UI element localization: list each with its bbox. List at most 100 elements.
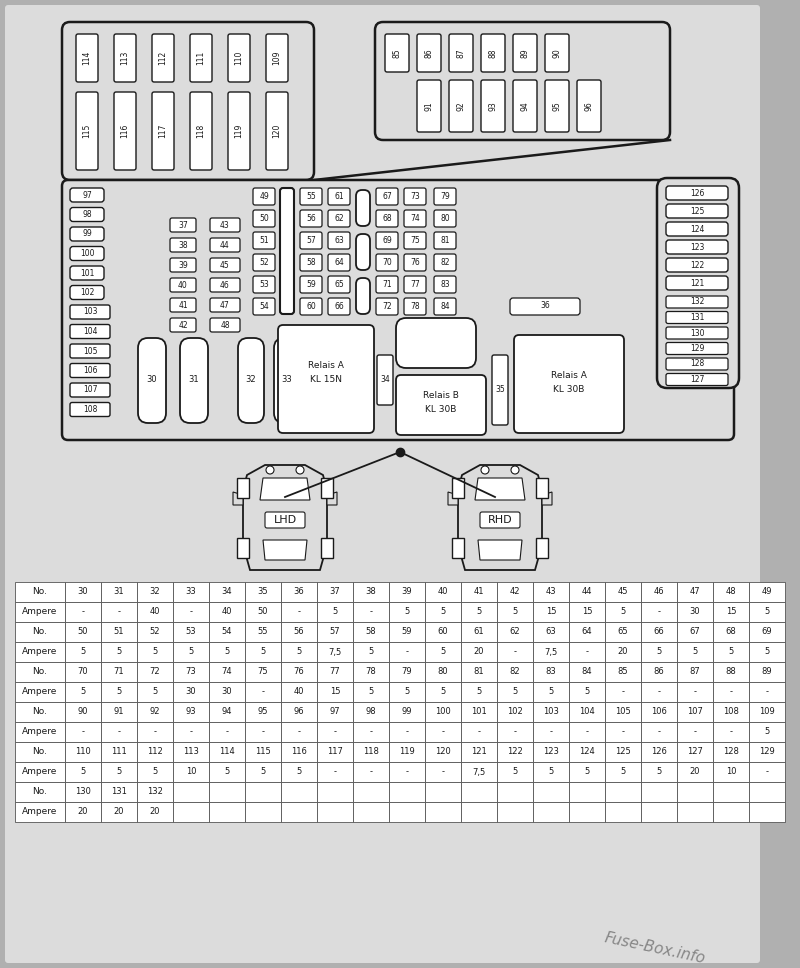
Bar (65, 682, 101, 702)
FancyBboxPatch shape (376, 188, 398, 205)
Text: -: - (478, 728, 481, 737)
FancyBboxPatch shape (228, 34, 250, 82)
Bar (749, 802, 785, 822)
Bar (65, 582, 101, 602)
FancyBboxPatch shape (170, 238, 196, 252)
Text: 115: 115 (82, 124, 91, 138)
Text: 5: 5 (548, 687, 554, 697)
Text: 5: 5 (404, 608, 410, 617)
Text: 113: 113 (183, 747, 199, 757)
Bar (389, 782, 425, 802)
Text: KL 15N: KL 15N (310, 376, 342, 384)
Text: 54: 54 (259, 302, 269, 311)
Text: 87: 87 (690, 668, 700, 677)
Bar (101, 802, 137, 822)
Bar (65, 702, 101, 722)
Bar (245, 802, 281, 822)
FancyBboxPatch shape (328, 232, 350, 249)
Bar (65, 722, 101, 742)
Text: 97: 97 (82, 191, 92, 199)
Text: -: - (226, 728, 229, 737)
Text: 106: 106 (82, 366, 98, 375)
Bar (461, 722, 497, 742)
Bar (677, 802, 713, 822)
Text: Ampere: Ampere (22, 768, 58, 776)
Text: No.: No. (33, 788, 47, 797)
Polygon shape (458, 465, 542, 570)
FancyBboxPatch shape (449, 34, 473, 72)
FancyBboxPatch shape (70, 305, 110, 319)
Bar (209, 642, 245, 662)
FancyBboxPatch shape (170, 278, 196, 292)
FancyBboxPatch shape (356, 278, 370, 314)
Text: 42: 42 (510, 588, 520, 596)
FancyBboxPatch shape (190, 92, 212, 170)
Text: 15: 15 (582, 608, 592, 617)
Bar (749, 582, 785, 602)
Text: 131: 131 (111, 788, 127, 797)
Text: 76: 76 (294, 668, 304, 677)
Bar (569, 662, 605, 682)
Text: 97: 97 (330, 708, 340, 716)
Text: 65: 65 (618, 627, 628, 637)
Bar (497, 802, 533, 822)
Text: 36: 36 (294, 588, 304, 596)
Bar (137, 662, 173, 682)
Bar (353, 702, 389, 722)
Bar (317, 682, 353, 702)
Bar (749, 782, 785, 802)
Text: 100: 100 (80, 249, 94, 258)
Text: 93: 93 (489, 101, 498, 111)
Text: 69: 69 (382, 236, 392, 245)
Bar (353, 642, 389, 662)
FancyBboxPatch shape (513, 34, 537, 72)
Bar (425, 662, 461, 682)
Text: 121: 121 (471, 747, 487, 757)
FancyBboxPatch shape (514, 335, 624, 433)
FancyBboxPatch shape (228, 92, 250, 170)
Bar (173, 702, 209, 722)
FancyBboxPatch shape (300, 254, 322, 271)
Bar (749, 662, 785, 682)
FancyBboxPatch shape (376, 232, 398, 249)
Text: 121: 121 (690, 279, 704, 287)
FancyBboxPatch shape (210, 278, 240, 292)
Text: -: - (334, 768, 337, 776)
Text: No.: No. (33, 588, 47, 596)
Bar (317, 742, 353, 762)
Text: -: - (766, 768, 769, 776)
Text: 89: 89 (762, 668, 772, 677)
Bar (281, 642, 317, 662)
Text: Ampere: Ampere (22, 687, 58, 697)
FancyBboxPatch shape (300, 210, 322, 227)
FancyBboxPatch shape (76, 92, 98, 170)
Bar (497, 582, 533, 602)
Bar (65, 622, 101, 642)
Bar (569, 582, 605, 602)
FancyBboxPatch shape (417, 80, 441, 132)
Bar (101, 682, 137, 702)
FancyBboxPatch shape (70, 403, 110, 416)
Text: KL 30B: KL 30B (426, 406, 457, 414)
Text: 5: 5 (656, 768, 662, 776)
Polygon shape (233, 492, 243, 505)
FancyBboxPatch shape (300, 232, 322, 249)
FancyBboxPatch shape (481, 34, 505, 72)
Bar (605, 742, 641, 762)
Bar (65, 742, 101, 762)
Text: 58: 58 (366, 627, 376, 637)
Bar (641, 602, 677, 622)
Text: 118: 118 (363, 747, 379, 757)
FancyBboxPatch shape (577, 80, 601, 132)
FancyBboxPatch shape (114, 34, 136, 82)
Bar (353, 602, 389, 622)
FancyBboxPatch shape (545, 80, 569, 132)
Bar (569, 622, 605, 642)
Text: 108: 108 (723, 708, 739, 716)
Bar (15, 622, 65, 642)
Text: 5: 5 (152, 768, 158, 776)
Bar (461, 662, 497, 682)
Bar (425, 702, 461, 722)
Bar (245, 582, 281, 602)
Text: 75: 75 (410, 236, 420, 245)
